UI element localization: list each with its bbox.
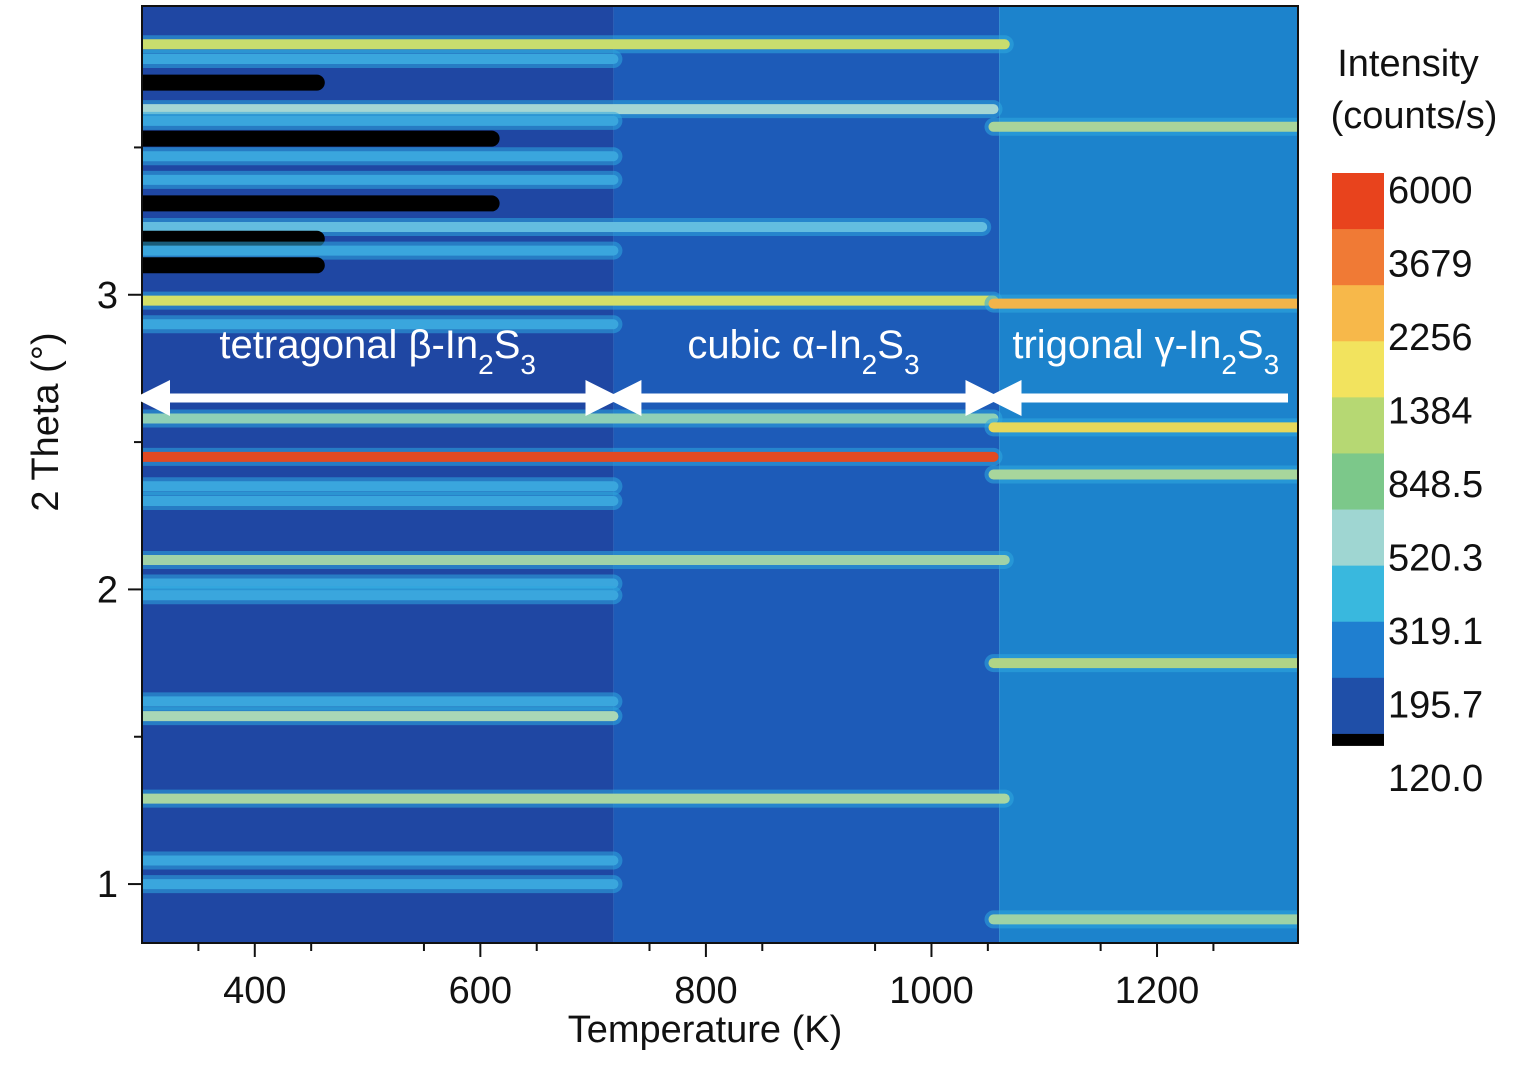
y-tick-label-0: 1 — [97, 864, 118, 906]
phase-0: tetragonal β-In2S3 — [134, 323, 622, 416]
colorbar-labels: 6000 3679 2256 1384 848.5 520.3 319.1 195.7 120.… — [1388, 170, 1483, 800]
x-axis: 400 600 800 1000 1200 — [197, 943, 1215, 1012]
x-tick-label-4: 1200 — [1115, 970, 1200, 1012]
x-tick-label-3: 1000 — [889, 970, 974, 1012]
plot-frame — [141, 5, 1299, 944]
colorbar: Intensity (counts/s) 6000 3679 2256 1384 848… — [1331, 43, 1498, 800]
phase-label-2: trigonal γ-In2S3 — [1012, 323, 1279, 380]
colorbar-swatch-10 — [1332, 733, 1384, 746]
colorbar-swatch-3 — [1332, 341, 1384, 398]
colorbar-label-1: 3679 — [1388, 244, 1473, 286]
x-axis-label: Temperature (K) — [568, 1009, 843, 1051]
colorbar-swatch-9 — [1332, 677, 1384, 735]
y-axis-label: 2 Theta (°) — [25, 332, 67, 511]
colorbar-label-4: 848.5 — [1388, 464, 1483, 506]
colorbar-title-line2: (counts/s) — [1331, 95, 1498, 137]
colorbar-swatch-8 — [1332, 621, 1384, 679]
plot-area — [142, 6, 1298, 943]
colorbar-label-7: 195.7 — [1388, 685, 1483, 727]
y-tick-label-2: 3 — [97, 275, 118, 317]
phase-1: cubic α-In2S3 — [605, 323, 1002, 416]
colorbar-label-2: 2256 — [1388, 317, 1473, 359]
colorbar-swatches — [1332, 173, 1384, 746]
colorbar-label-3: 1384 — [1388, 391, 1473, 433]
x-tick-label-0: 400 — [223, 970, 286, 1012]
colorbar-swatch-6 — [1332, 509, 1384, 567]
diffraction-peaks — [142, 35, 1298, 929]
phase-annotations: tetragonal β-In2S3 cubic α-In2S3 trigonal … — [134, 323, 1288, 416]
colorbar-label-8: 120.0 — [1388, 758, 1483, 800]
phase-label-1: cubic α-In2S3 — [687, 323, 919, 380]
phase-label-0: tetragonal β-In2S3 — [219, 323, 536, 380]
y-axis: 1 2 3 — [97, 146, 142, 906]
y-tick-label-1: 2 — [97, 569, 118, 611]
x-tick-label-2: 800 — [674, 970, 737, 1012]
colorbar-label-5: 520.3 — [1388, 538, 1483, 580]
x-tick-label-1: 600 — [449, 970, 512, 1012]
colorbar-swatch-2 — [1332, 285, 1384, 342]
colorbar-swatch-1 — [1332, 229, 1384, 286]
colorbar-title-line1: Intensity — [1337, 43, 1479, 85]
colorbar-swatch-4 — [1332, 397, 1384, 454]
colorbar-swatch-5 — [1332, 453, 1384, 511]
colorbar-swatch-0 — [1332, 173, 1384, 230]
colorbar-label-6: 319.1 — [1388, 611, 1483, 653]
colorbar-swatch-7 — [1332, 565, 1384, 623]
colorbar-label-0: 6000 — [1388, 170, 1473, 212]
phase-2: trigonal γ-In2S3 — [985, 323, 1288, 416]
phase-region-1 — [613, 6, 1000, 943]
